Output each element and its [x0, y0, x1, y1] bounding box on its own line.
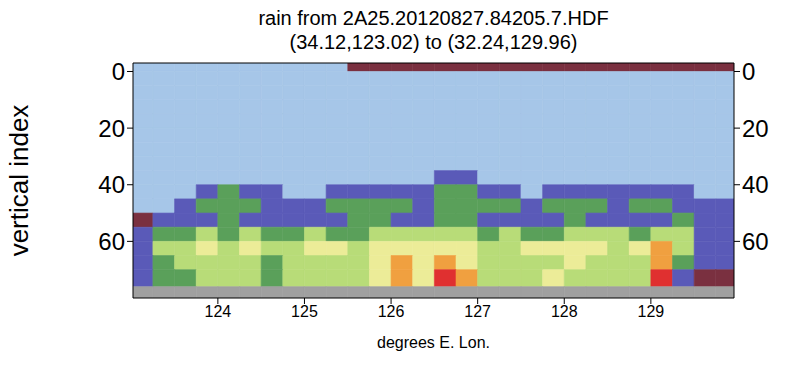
html-text:rain from 2A25.20120827.84205.: rain from 2A25.20120827.84205.7.HDF [258, 7, 609, 29]
svg-text:126: 126 [378, 303, 405, 320]
svg-text:60: 60 [98, 228, 125, 255]
svg-text:128: 128 [551, 303, 578, 320]
svg-text:vertical index: vertical index [4, 105, 34, 257]
svg-text:60: 60 [742, 228, 769, 255]
svg-text:20: 20 [742, 115, 769, 142]
svg-text:40: 40 [98, 171, 125, 198]
svg-text:0: 0 [112, 58, 125, 85]
svg-text:20: 20 [98, 115, 125, 142]
svg-text:127: 127 [464, 303, 491, 320]
html-text:(34.12,123.02) to (32.24,129.9: (34.12,123.02) to (32.24,129.96) [289, 31, 578, 53]
svg-text:0: 0 [742, 58, 755, 85]
svg-text:125: 125 [291, 303, 318, 320]
svg-text:40: 40 [742, 171, 769, 198]
svg-text:degrees E. Lon.: degrees E. Lon. [377, 334, 490, 351]
svg-text:124: 124 [205, 303, 232, 320]
svg-text:129: 129 [638, 303, 665, 320]
